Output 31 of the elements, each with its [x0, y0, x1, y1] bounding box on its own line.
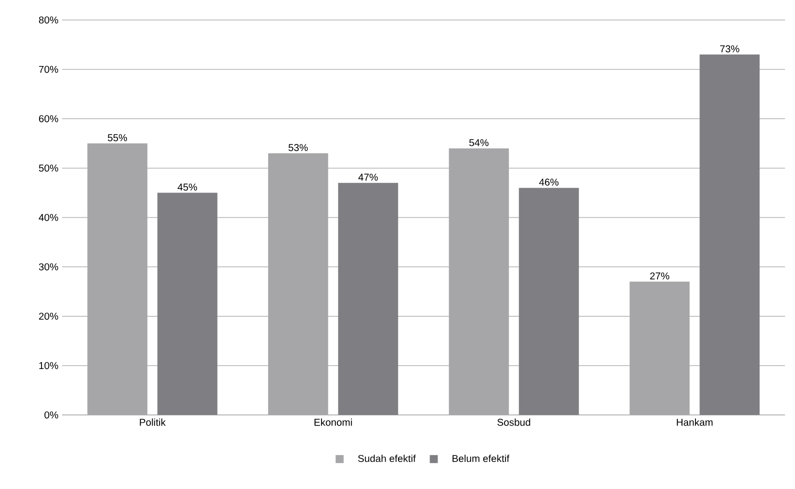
y-tick-label: 40%: [38, 214, 58, 222]
data-label: 27%: [650, 272, 670, 280]
y-tick-label: 80%: [38, 16, 58, 24]
y-tick-label: 70%: [39, 66, 58, 73]
x-tick-label: Sosbud: [497, 418, 530, 426]
y-tick-label: 50%: [38, 164, 58, 172]
data-label: 54%: [469, 139, 489, 146]
data-label: 47%: [358, 174, 378, 181]
y-tick-label: 30%: [38, 263, 58, 270]
bar: [268, 153, 328, 415]
bar: [157, 192, 218, 415]
bar: [448, 148, 509, 415]
bar: [87, 143, 148, 415]
data-label: 45%: [178, 184, 198, 191]
y-tick-label: 0%: [44, 411, 58, 419]
y-tick-label: 60%: [39, 115, 58, 122]
bar: [338, 182, 398, 415]
bar: [518, 188, 579, 415]
x-tick-label: Hankam: [676, 418, 713, 426]
x-tick-label: Politik: [140, 418, 166, 426]
data-label: 53%: [288, 144, 308, 152]
data-label: 73%: [720, 45, 740, 52]
y-tick-label: 10%: [39, 362, 58, 370]
bar: [700, 54, 760, 415]
legend-label: Sudah efektif: [358, 454, 416, 462]
x-tick-label: Ekonomi: [314, 418, 352, 426]
y-tick-label: 20%: [39, 312, 58, 320]
data-label: 46%: [539, 178, 559, 186]
data-label: 55%: [108, 134, 128, 142]
bar: [630, 282, 690, 415]
legend-label: Belum efektif: [452, 454, 510, 462]
